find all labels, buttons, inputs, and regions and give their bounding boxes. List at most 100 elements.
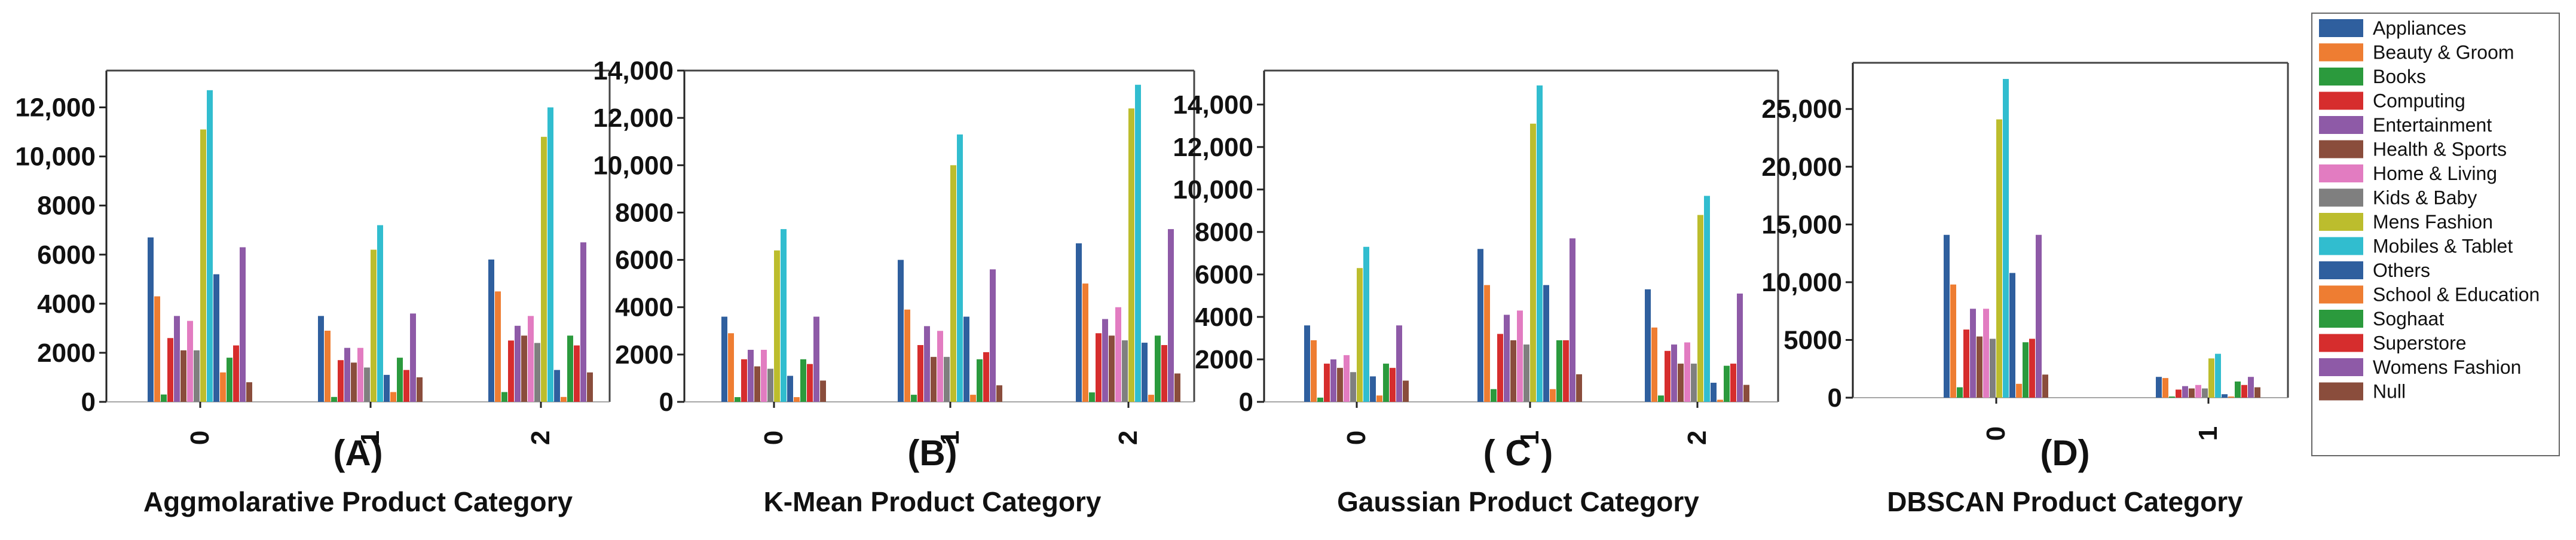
x-tick-label: 1 bbox=[935, 431, 965, 445]
bar bbox=[931, 356, 937, 402]
panel-title: K-Mean Product Category bbox=[764, 486, 1102, 517]
bar bbox=[1403, 380, 1409, 402]
bar bbox=[1148, 395, 1154, 402]
bar bbox=[1096, 333, 1102, 402]
bar bbox=[787, 376, 793, 402]
panel-label: (B) bbox=[907, 433, 957, 473]
bar bbox=[574, 345, 580, 402]
chart-panel-2: 0 2000 4000 6000 8000 10,000 12,000 14,000 0 1 2 (B… bbox=[593, 56, 1195, 517]
bar bbox=[1122, 340, 1128, 402]
legend-label: Mens Fashion bbox=[2373, 211, 2493, 233]
bar bbox=[1691, 364, 1697, 402]
bar bbox=[1304, 325, 1310, 402]
y-tick-label: 12,000 bbox=[593, 103, 674, 133]
bar bbox=[390, 392, 396, 402]
bar bbox=[1711, 383, 1717, 402]
bar bbox=[1724, 365, 1730, 402]
legend-label: Books bbox=[2373, 66, 2426, 87]
legend-swatch bbox=[2319, 68, 2363, 86]
panel-title: DBSCAN Product Category bbox=[1887, 486, 2243, 517]
panel-label: (D) bbox=[2040, 433, 2089, 473]
panel-title: Aggmolarative Product Category bbox=[143, 486, 573, 517]
bar bbox=[813, 316, 819, 402]
legend-swatch bbox=[2319, 310, 2363, 328]
bar bbox=[580, 242, 586, 402]
y-tick-label: 0 bbox=[1828, 383, 1842, 413]
legend-label: Soghaat bbox=[2373, 308, 2444, 330]
bar bbox=[1477, 249, 1483, 402]
bar bbox=[1570, 238, 1575, 402]
bar bbox=[2208, 358, 2214, 398]
bar bbox=[983, 352, 989, 402]
bar bbox=[1645, 289, 1651, 402]
legend-label: Null bbox=[2373, 381, 2406, 402]
bar bbox=[547, 107, 553, 402]
legend-label: Mobiles & Tablet bbox=[2373, 236, 2513, 257]
bar bbox=[508, 340, 514, 402]
legend-label: School & Education bbox=[2373, 284, 2540, 306]
y-tick-label: 25,000 bbox=[1761, 94, 1842, 124]
y-tick-label: 2000 bbox=[615, 340, 674, 370]
chart-panel-3: 0 2000 4000 6000 8000 10,000 12,000 14,000 0 1 2 ( … bbox=[1173, 69, 1779, 517]
bar bbox=[1963, 330, 1969, 398]
bar bbox=[1363, 246, 1369, 402]
bar bbox=[351, 362, 357, 402]
legend-swatch bbox=[2319, 164, 2363, 182]
bar bbox=[2042, 374, 2048, 398]
bar bbox=[174, 316, 180, 402]
legend: Appliances Beauty & Groom Books ComputingEn… bbox=[2311, 13, 2560, 456]
bar bbox=[495, 291, 501, 402]
bar bbox=[2169, 396, 2175, 398]
bar bbox=[417, 377, 423, 402]
bar bbox=[2222, 394, 2228, 398]
bar bbox=[194, 350, 200, 402]
bar bbox=[1491, 389, 1497, 402]
bar bbox=[2202, 388, 2208, 398]
bar bbox=[528, 316, 534, 402]
bar bbox=[200, 129, 206, 402]
bar bbox=[1970, 309, 1976, 398]
bar bbox=[1135, 84, 1141, 402]
bar bbox=[180, 350, 186, 402]
bar bbox=[1651, 327, 1657, 402]
bar bbox=[1550, 389, 1556, 402]
y-tick-label: 4000 bbox=[615, 293, 674, 322]
bar bbox=[167, 338, 173, 402]
bar bbox=[2003, 79, 2009, 398]
legend-swatch bbox=[2319, 140, 2363, 158]
bar bbox=[1174, 373, 1180, 402]
bar bbox=[1944, 234, 1950, 398]
bar bbox=[1161, 345, 1167, 402]
y-tick-label: 8000 bbox=[1195, 218, 1253, 247]
bar bbox=[1142, 343, 1148, 402]
bar bbox=[371, 249, 377, 402]
chart-panel-4: 0 5000 10,000 15,000 20,000 25,000 0 1 (D) DBSCAN… bbox=[1761, 62, 2289, 517]
bar bbox=[2036, 234, 2042, 398]
bar bbox=[741, 359, 747, 402]
bar bbox=[207, 90, 213, 402]
bar bbox=[800, 359, 806, 402]
y-tick-label: 14,000 bbox=[1173, 90, 1253, 120]
bar bbox=[1678, 364, 1684, 402]
legend-label: Kids & Baby bbox=[2373, 187, 2477, 209]
bar bbox=[2254, 387, 2260, 398]
legend-label: Others bbox=[2373, 260, 2430, 281]
bar bbox=[1563, 340, 1569, 402]
bar bbox=[325, 330, 331, 402]
legend-swatch bbox=[2319, 188, 2363, 207]
y-tick-label: 5000 bbox=[1783, 325, 1842, 355]
panel-label: (A) bbox=[333, 433, 383, 473]
bar bbox=[227, 358, 232, 402]
bar bbox=[1743, 385, 1749, 402]
y-tick-label: 0 bbox=[659, 388, 674, 417]
bar bbox=[240, 247, 246, 402]
y-tick-label: 6000 bbox=[1195, 260, 1253, 289]
bar bbox=[794, 397, 800, 402]
legend-label: Home & Living bbox=[2373, 163, 2497, 184]
legend-swatch bbox=[2319, 261, 2363, 279]
bar bbox=[1665, 350, 1671, 402]
bar bbox=[2023, 342, 2029, 398]
bar bbox=[1957, 387, 1963, 398]
x-tick-label: 0 bbox=[185, 431, 215, 445]
bar bbox=[488, 259, 494, 402]
